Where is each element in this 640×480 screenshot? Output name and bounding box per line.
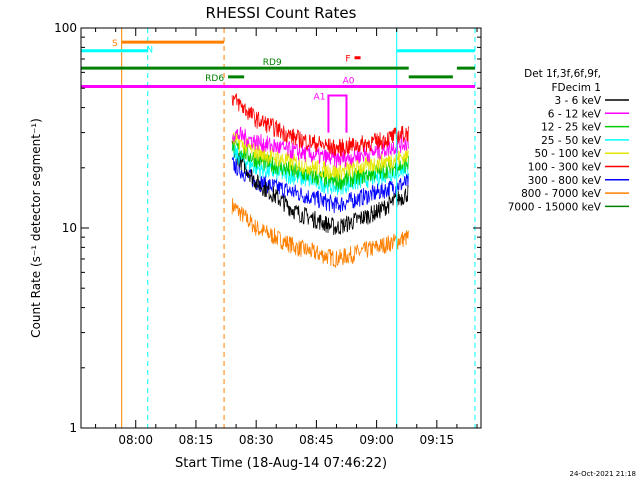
flag-label: A0 [343,76,355,86]
legend-header: Det 1f,3f,6f,9f, [524,68,601,80]
chart-title: RHESSI Count Rates [206,4,357,22]
footer-date: 24-Oct-2021 21:18 [570,470,636,478]
x-tick-label: 08:15 [179,433,214,447]
x-tick-label: 08:30 [239,433,274,447]
legend-label: 100 - 300 keV [528,162,602,174]
plot-frame [80,27,482,429]
series-line [231,156,409,214]
data-layer [231,93,409,268]
y-axis-label: Count Rate (s⁻¹ detector segment⁻¹) [29,118,43,338]
attenuator-marker [327,94,348,133]
y-tick-label: 1 [69,421,77,435]
legend-label: 3 - 6 keV [554,95,601,107]
y-tick-label: 10 [62,221,77,235]
series-line [231,132,409,181]
legend-label: 25 - 50 keV [541,135,602,147]
series-line [231,140,409,236]
y-tick-label: 100 [54,21,77,35]
flag-label: S [112,39,118,49]
x-tick-label: 08:45 [299,433,334,447]
x-tick-label: 09:00 [359,433,394,447]
legend-label: 50 - 100 keV [534,148,601,160]
series-line [231,143,409,196]
annotation-layer: S N RD9 RD6 A0 F A1 [81,28,476,428]
flag-label: RD9 [263,58,282,68]
axes-layer: 08:00 08:15 08:30 08:45 09:00 09:15 1 10 100 [54,21,481,447]
x-tick-label: 08:00 [118,433,153,447]
flag-label: RD6 [205,74,224,84]
flag-label: F [345,55,350,65]
legend-label: 300 - 800 keV [528,175,602,187]
flag-label: N [146,46,153,56]
series-line [231,198,409,268]
legend-label: 6 - 12 keV [548,108,602,120]
legend-header: FDecim 1 [551,82,601,94]
legend-label: 12 - 25 keV [541,122,602,134]
attenuator-label: A1 [314,92,326,102]
series-line [231,93,409,157]
x-tick-label: 09:15 [420,433,455,447]
x-axis-label: Start Time (18-Aug-14 07:46:22) [175,456,387,471]
legend-label: 800 - 7000 keV [521,188,602,200]
legend-label: 7000 - 15000 keV [508,201,602,213]
